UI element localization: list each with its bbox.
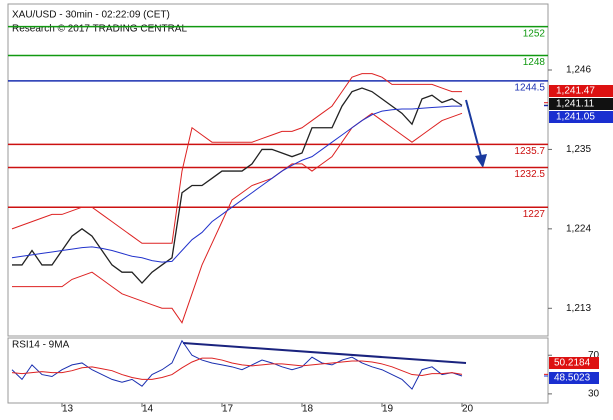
series-line	[12, 87, 463, 284]
level-label: 1232.5	[514, 169, 545, 180]
rsi-title: RSI14 - 9MA	[12, 340, 70, 351]
x-tick-label: 19	[382, 404, 394, 415]
level-label: 1227	[523, 209, 546, 220]
price-tag-label: 1,241.47	[556, 86, 595, 97]
forecast-arrowhead	[475, 154, 487, 168]
level-label: 1244.5	[514, 82, 545, 93]
y-tick-label: 1,213	[566, 303, 591, 314]
rsi-y-tick-label: 70	[588, 350, 600, 361]
chart-subtitle: Research © 2017 TRADING CENTRAL	[12, 24, 187, 35]
price-tag	[549, 111, 613, 123]
x-tick-label: 20	[462, 404, 474, 415]
series-line	[11, 357, 463, 380]
rsi-frame	[7, 337, 549, 404]
y-tick-label: 1,235	[566, 144, 591, 155]
price-tag	[549, 98, 613, 110]
series-line	[11, 73, 462, 244]
x-tick-label: 17	[222, 404, 234, 415]
x-tick-label: 13	[62, 404, 74, 415]
chart-title: XAU/USD - 30min - 02:22:09 (CET)	[12, 10, 170, 21]
main-frame	[7, 3, 549, 337]
series-line	[11, 339, 463, 390]
rsi-y-tick-label: 30	[588, 389, 600, 400]
rsi-tag-label: 48.5023	[554, 373, 591, 384]
level-label: 1235.7	[514, 146, 545, 157]
forecast-arrow	[465, 99, 483, 161]
rsi-tag	[549, 372, 599, 384]
series-line	[12, 112, 463, 324]
rsi-trendline	[182, 342, 467, 364]
y-tick-label: 1,246	[566, 65, 591, 76]
price-tag-label: 1,241.11	[556, 99, 595, 110]
price-tag	[549, 85, 613, 97]
price-tag-label: 1,241.05	[556, 112, 595, 123]
series-line	[11, 105, 462, 263]
x-tick-label: 14	[142, 404, 154, 415]
x-tick-label: 18	[302, 404, 314, 415]
rsi-tag	[549, 357, 599, 369]
level-label: 1252	[523, 28, 546, 39]
rsi-tag-label: 50.2184	[554, 358, 591, 369]
y-tick-label: 1,224	[566, 223, 591, 234]
level-label: 1248	[523, 57, 546, 68]
